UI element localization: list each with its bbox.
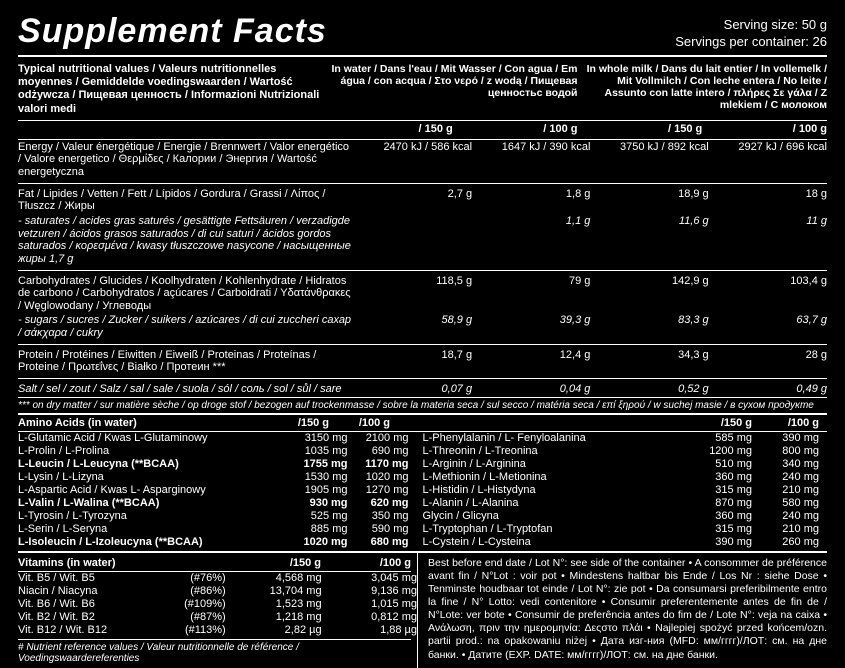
per-100-m: / 100 g xyxy=(702,123,827,135)
amino-right: L-Phenylalanin / L- Fenyloalanina585 mg3… xyxy=(423,432,828,549)
aa-title: Amino Acids (in water) xyxy=(18,417,254,429)
nutrition-table: Energy / Valeur énergétique / Energie / … xyxy=(18,140,827,397)
vit-c2: /100 g xyxy=(321,557,411,569)
typical-values-label: Typical nutritional values / Valeurs nut… xyxy=(18,63,328,116)
serving-info: Serving size: 50 g Servings per containe… xyxy=(675,17,827,51)
aa-c2: /100 g xyxy=(329,417,404,429)
servings-per: Servings per container: 26 xyxy=(675,34,827,51)
page-title: Supplement Facts xyxy=(18,12,327,51)
per-150-m: / 150 g xyxy=(578,123,703,135)
per-100-w: / 100 g xyxy=(453,123,578,135)
serving-size: Serving size: 50 g xyxy=(675,17,827,34)
best-before-text: Best before end date / Lot N°: see side … xyxy=(418,553,827,668)
col-milk: In whole milk / Dans du lait entier / In… xyxy=(578,63,828,116)
per-150-w: / 150 g xyxy=(328,123,453,135)
amino-left: L-Glutamic Acid / Kwas L-Glutaminowy3150… xyxy=(18,432,423,549)
col-water: In water / Dans l'eau / Mit Wasser / Con… xyxy=(328,63,578,116)
vitamin-table: Vit. B5 / Wit. B5(#76%)4,568 mg3,045 mgN… xyxy=(18,572,418,637)
vit-c1: /150 g xyxy=(231,557,321,569)
aa-c1: /150 g xyxy=(254,417,329,429)
vit-title: Vitamins (in water) xyxy=(18,557,231,569)
vitamin-note: # Nutrient reference values / Valeur nut… xyxy=(18,639,411,664)
aa-rc2: /100 g xyxy=(752,417,827,429)
aa-rc1: /150 g xyxy=(677,417,752,429)
dry-matter-note: *** on dry matter / sur matière sèche / … xyxy=(18,397,827,415)
